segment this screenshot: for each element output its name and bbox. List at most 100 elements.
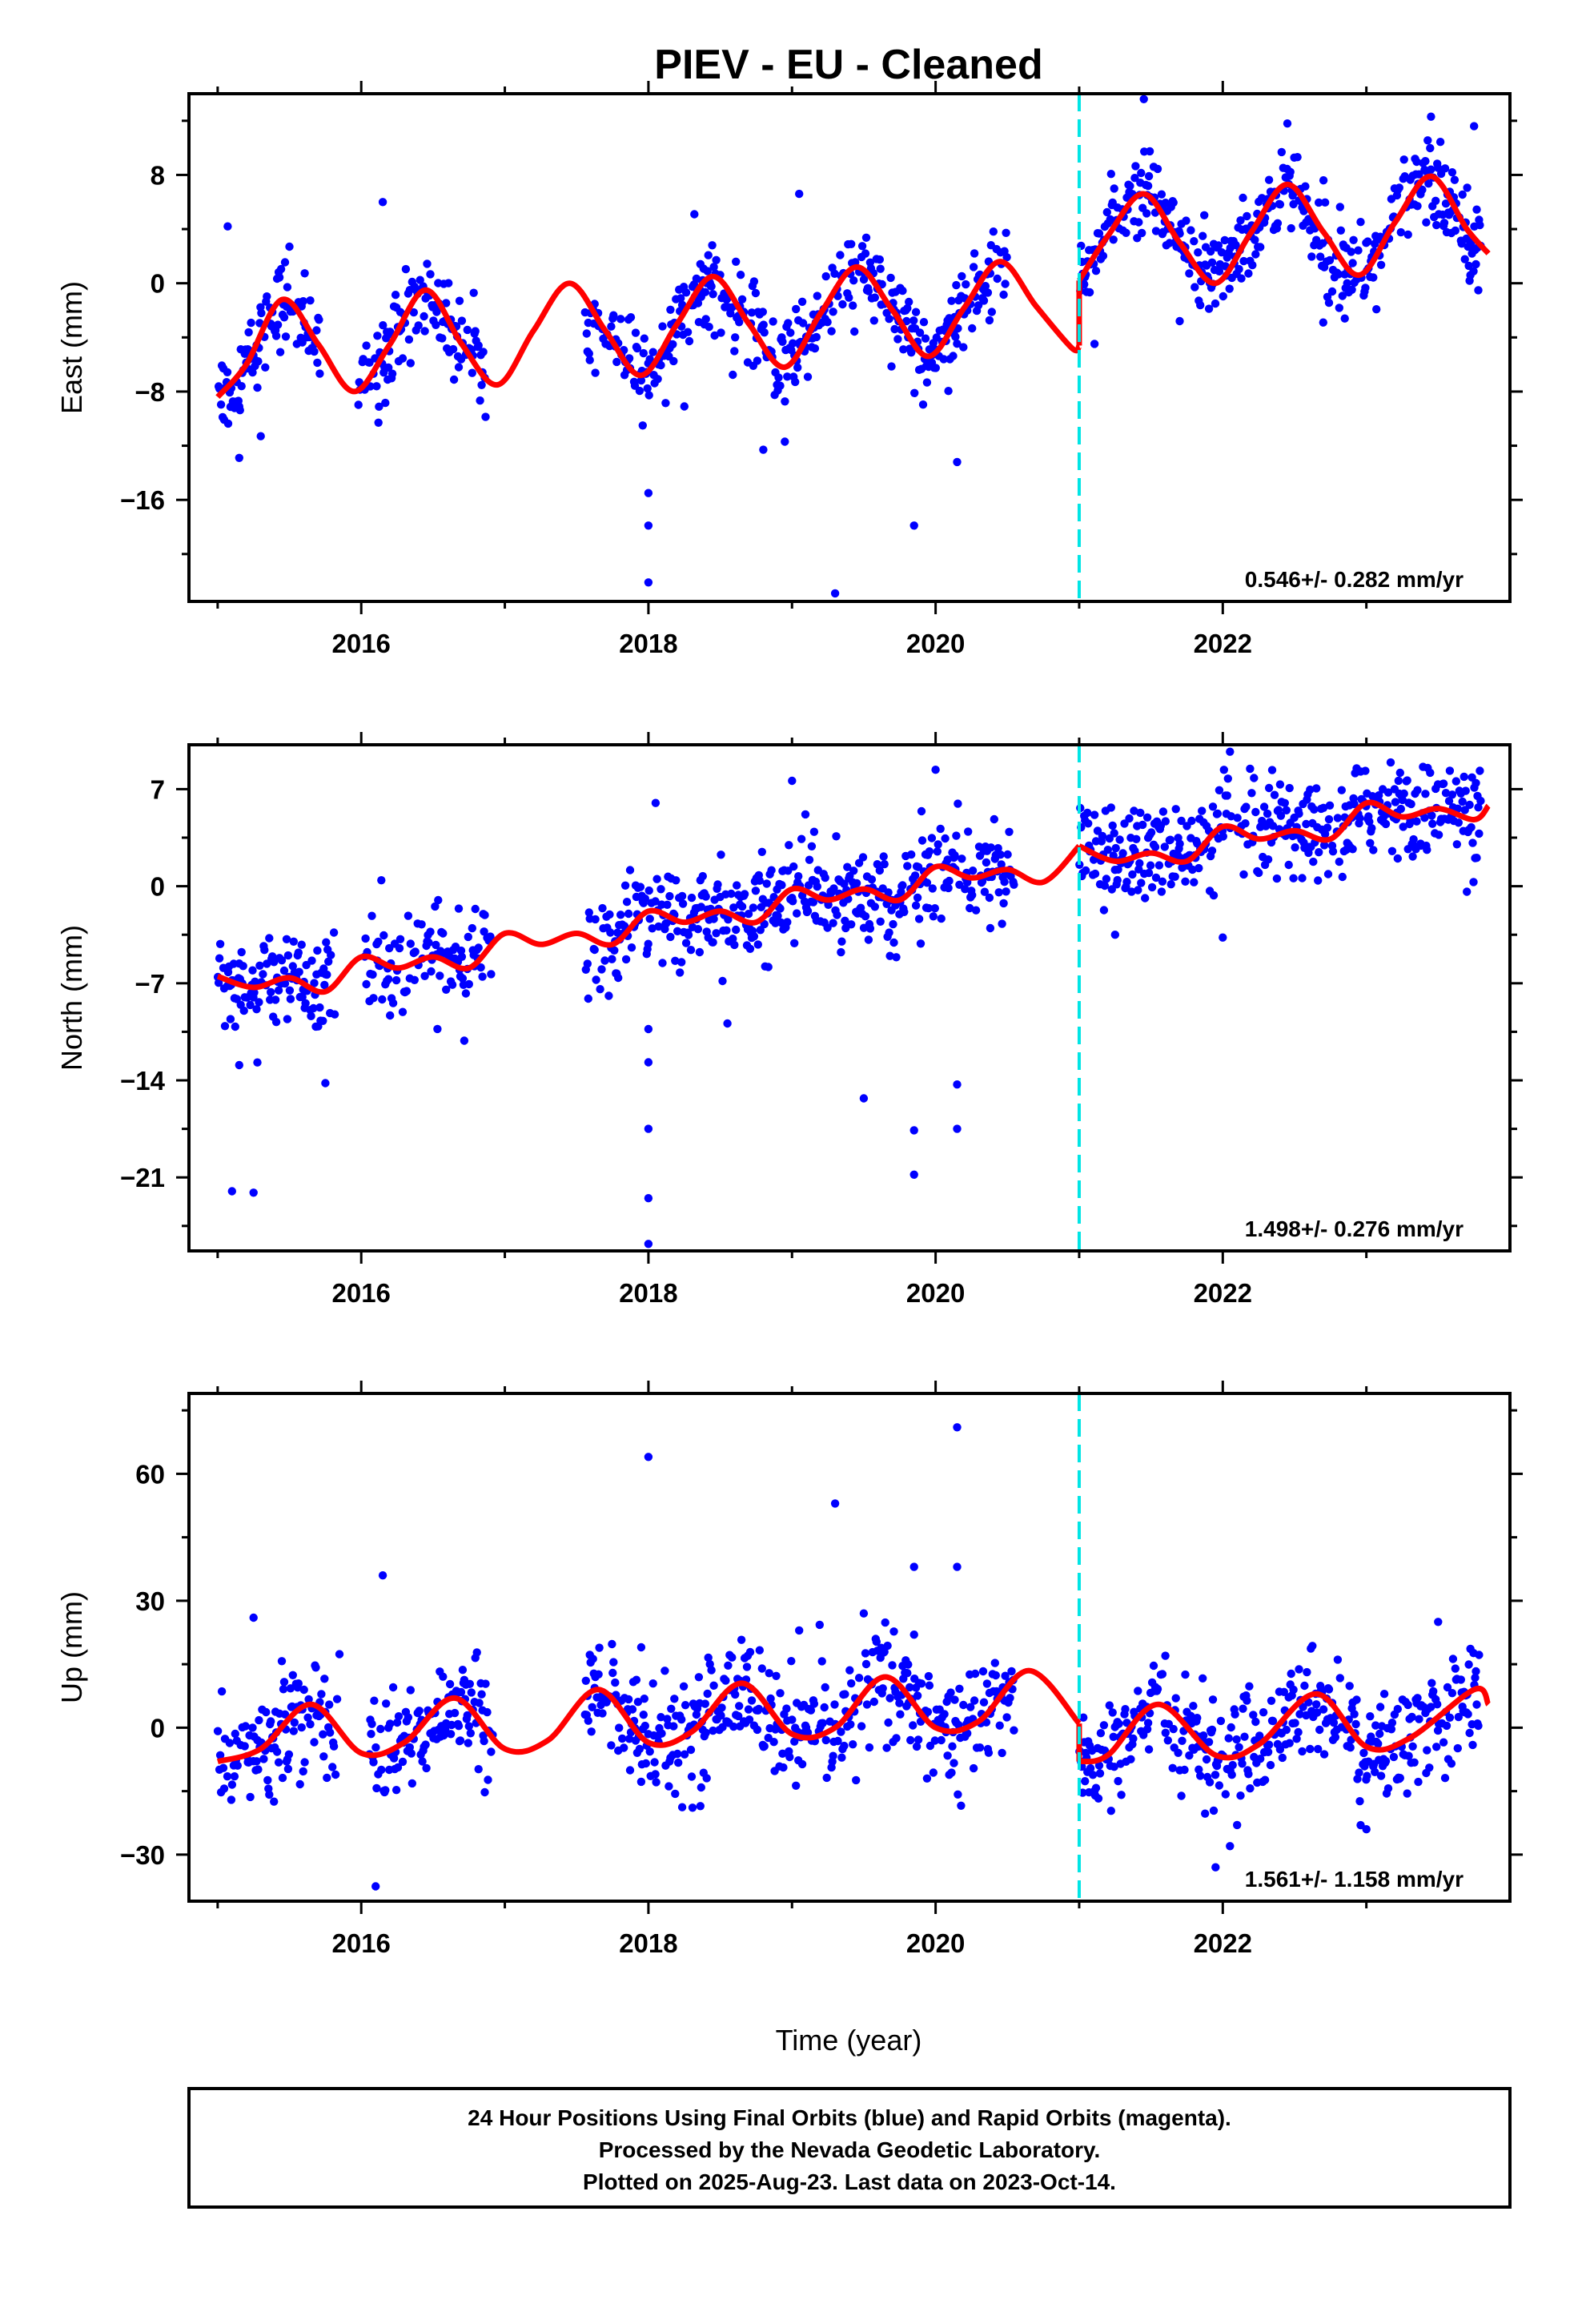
data-point bbox=[805, 855, 814, 864]
x-tick-label: 2018 bbox=[619, 629, 677, 658]
data-point bbox=[990, 814, 999, 824]
data-point bbox=[227, 1780, 237, 1789]
data-point bbox=[1238, 1759, 1247, 1768]
data-point bbox=[1209, 1806, 1219, 1815]
outlier-point bbox=[644, 1194, 653, 1203]
data-point bbox=[484, 1775, 492, 1784]
data-point bbox=[1216, 1716, 1226, 1726]
data-point bbox=[377, 876, 386, 885]
data-point bbox=[1251, 235, 1259, 244]
data-point bbox=[671, 1789, 680, 1799]
data-point bbox=[892, 1734, 901, 1743]
data-point bbox=[1432, 220, 1441, 230]
data-point bbox=[922, 1774, 932, 1783]
data-point bbox=[1313, 1708, 1322, 1717]
data-point bbox=[777, 881, 786, 890]
data-point bbox=[231, 1729, 239, 1739]
data-point bbox=[712, 255, 721, 264]
data-point bbox=[1450, 175, 1460, 184]
data-point bbox=[1298, 874, 1307, 883]
data-point bbox=[613, 928, 622, 937]
data-point bbox=[927, 834, 937, 842]
data-point bbox=[939, 355, 948, 364]
data-point bbox=[703, 267, 712, 275]
data-point bbox=[215, 954, 224, 963]
data-point bbox=[946, 1688, 955, 1697]
data-point bbox=[404, 1713, 413, 1722]
data-point bbox=[615, 1723, 624, 1732]
data-point bbox=[769, 1738, 778, 1747]
data-point bbox=[846, 1720, 855, 1729]
footer-line-2: Processed by the Nevada Geodetic Laborat… bbox=[599, 2137, 1101, 2162]
data-point bbox=[677, 1803, 687, 1811]
data-point bbox=[873, 860, 882, 869]
data-point bbox=[1138, 228, 1146, 238]
data-point bbox=[767, 866, 776, 875]
data-point bbox=[1153, 1684, 1162, 1694]
data-point bbox=[696, 1802, 705, 1811]
data-point bbox=[464, 1722, 473, 1731]
data-point bbox=[788, 1715, 797, 1724]
data-point bbox=[909, 316, 918, 325]
data-point bbox=[456, 1736, 465, 1745]
data-point bbox=[463, 325, 472, 335]
data-point bbox=[1278, 1753, 1287, 1763]
data-point bbox=[280, 258, 290, 267]
data-point bbox=[1204, 304, 1214, 313]
data-point bbox=[892, 953, 901, 962]
outlier-point bbox=[636, 1642, 646, 1652]
data-point bbox=[958, 271, 966, 281]
data-point bbox=[1454, 818, 1464, 827]
x-tick-label: 2016 bbox=[332, 1278, 391, 1308]
data-point bbox=[1199, 231, 1207, 240]
outlier-point bbox=[285, 242, 294, 251]
data-point bbox=[1134, 886, 1142, 895]
outlier-point bbox=[644, 521, 653, 530]
data-point bbox=[652, 1778, 661, 1787]
data-point bbox=[730, 347, 739, 356]
data-point bbox=[1369, 846, 1378, 854]
data-point bbox=[1079, 1713, 1088, 1722]
data-point bbox=[1198, 806, 1207, 815]
data-point bbox=[1099, 906, 1109, 915]
data-point bbox=[1166, 880, 1175, 889]
data-point bbox=[944, 387, 953, 396]
data-point bbox=[983, 288, 993, 297]
data-point bbox=[620, 881, 630, 891]
data-point bbox=[278, 1773, 287, 1783]
data-point bbox=[1427, 1703, 1435, 1711]
data-point bbox=[480, 1787, 489, 1797]
up-rate-label: 1.561+/- 1.158 mm/yr bbox=[1245, 1867, 1464, 1892]
data-point bbox=[1442, 1721, 1452, 1731]
data-point bbox=[301, 999, 310, 1008]
data-point bbox=[673, 1749, 682, 1759]
outlier-point bbox=[953, 1124, 962, 1133]
data-point bbox=[949, 352, 958, 360]
data-point bbox=[1294, 1727, 1303, 1737]
data-point bbox=[289, 1727, 298, 1735]
outlier-point bbox=[1340, 314, 1349, 323]
data-point bbox=[1387, 846, 1397, 856]
data-point bbox=[978, 1667, 988, 1676]
outlier-point bbox=[830, 589, 840, 598]
data-point bbox=[1338, 292, 1347, 300]
data-point bbox=[420, 327, 429, 336]
data-point bbox=[239, 962, 247, 971]
data-point bbox=[1474, 286, 1483, 295]
data-point bbox=[239, 1006, 248, 1015]
data-point bbox=[581, 1676, 590, 1685]
data-point bbox=[899, 345, 908, 354]
data-point bbox=[1211, 299, 1220, 308]
data-point bbox=[284, 1750, 294, 1759]
data-point bbox=[792, 304, 801, 314]
data-point bbox=[917, 836, 927, 845]
data-point bbox=[1187, 816, 1196, 826]
data-point bbox=[1325, 255, 1335, 265]
data-point bbox=[1333, 1655, 1343, 1664]
data-point bbox=[970, 1669, 980, 1679]
data-point bbox=[1472, 205, 1481, 214]
data-point bbox=[840, 1741, 849, 1751]
data-point bbox=[885, 1694, 894, 1703]
data-point bbox=[937, 914, 946, 923]
data-point bbox=[263, 1775, 272, 1785]
